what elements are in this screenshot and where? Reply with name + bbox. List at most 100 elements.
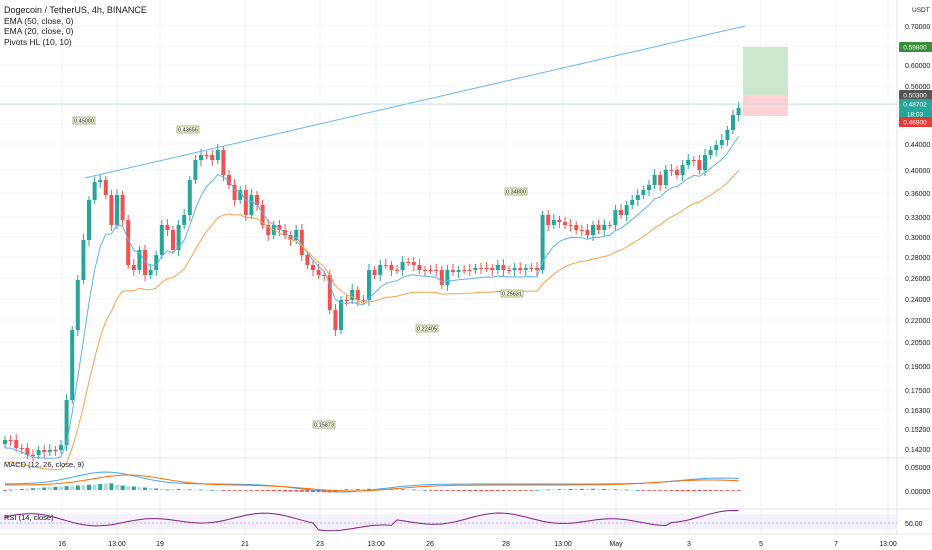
candle-body [428, 270, 433, 271]
macd-bar [736, 490, 741, 491]
candle-body [81, 240, 86, 280]
candle-body [663, 170, 668, 185]
candle-body [456, 270, 461, 272]
macd-bar [249, 490, 254, 491]
macd-bar [47, 487, 52, 490]
macd-bar [574, 488, 579, 490]
macd-bar [406, 489, 411, 491]
macd-bar [165, 489, 170, 491]
candle-body [103, 180, 108, 195]
macd-bar [232, 490, 237, 491]
macd-bar [350, 489, 355, 490]
candle-body [115, 195, 119, 225]
candle-body [568, 225, 573, 226]
macd-tick-label: 0.05000 [905, 465, 930, 472]
macd-bar [221, 490, 226, 491]
candle-body [624, 205, 629, 215]
price-tick-label: 0.26000 [905, 276, 930, 283]
symbol-title[interactable]: Dogecoin / TetherUS, 4h, BINANCE [4, 5, 147, 15]
macd-bar [400, 489, 405, 490]
candle-body [75, 280, 80, 330]
macd-bar [215, 489, 220, 491]
price-tick-label: 0.20500 [905, 340, 930, 347]
rsi-legend: RSI (14, close) [4, 513, 54, 522]
ema-50-legend[interactable]: EMA (50, close, 0) [4, 15, 74, 26]
macd-bar [624, 489, 629, 491]
rsi-tick-label: 50.00 [905, 521, 923, 528]
candle-body [372, 270, 377, 275]
macd-bar [288, 490, 293, 492]
candle-body [120, 195, 125, 220]
candle-body [596, 225, 601, 230]
candle-body [546, 215, 551, 225]
candle-body [355, 290, 360, 300]
macd-bar [143, 487, 147, 490]
time-tick-label: May [609, 541, 623, 548]
candle-body [299, 230, 304, 255]
pivot-label-box [415, 324, 439, 333]
macd-bar [691, 490, 696, 492]
pivot-label-box [72, 116, 96, 125]
candle-body [613, 210, 618, 225]
rsi-pane[interactable]: RSI (14, close) [0, 509, 897, 532]
price-tick-label: 0.22000 [905, 318, 930, 325]
candle-body [669, 170, 674, 171]
macd-bar [512, 490, 517, 491]
ema-20-legend[interactable]: EMA (20, close, 0) [4, 26, 74, 36]
candle-body [731, 115, 735, 130]
macd-bar [327, 490, 332, 493]
candle-body [383, 265, 388, 266]
price-tick-label: 0.28000 [905, 255, 930, 262]
candle-body [36, 450, 41, 455]
candle-body [484, 268, 489, 269]
macd-bar [92, 484, 97, 490]
candle-body [339, 300, 343, 330]
entry-price-tag: 0.50300 [903, 93, 927, 100]
macd-bar [479, 490, 483, 492]
macd-bar [518, 490, 523, 491]
ema-50-line [5, 170, 739, 471]
macd-bar [199, 489, 203, 491]
candle-body [344, 300, 349, 301]
price-axis[interactable]: USDT0.700000.650000.600000.560000.520000… [899, 7, 932, 528]
candle-body [126, 220, 131, 265]
macd-bar [675, 490, 679, 492]
candle-body [204, 155, 209, 156]
candle-body [535, 268, 539, 270]
candle-body [467, 270, 472, 271]
candle-body [462, 270, 467, 271]
macd-bar [333, 490, 338, 493]
candle-body [221, 150, 226, 175]
macd-pane[interactable]: MACD (12, 26, close, 9) [3, 460, 741, 493]
candle-body [165, 225, 170, 230]
macd-bar [3, 490, 7, 491]
candle-body [518, 268, 523, 270]
main-price-pane[interactable]: 0.45000 0.43656 0.34800 0.15873 0.22405 0.256… [0, 25, 897, 471]
price-tick-label: 0.16300 [905, 408, 930, 415]
macd-bar [647, 490, 651, 491]
candle-body [647, 185, 651, 190]
pivot-label: 0.34800 [506, 190, 526, 196]
countdown-tag-bg [899, 109, 932, 119]
macd-bar [87, 484, 91, 490]
pivot-label-box [176, 125, 200, 134]
macd-bar [311, 490, 315, 492]
macd-bar [277, 490, 282, 492]
macd-tick-label: 0.00000 [905, 489, 930, 496]
macd-bar [81, 485, 86, 490]
candle-body [736, 108, 741, 115]
pivots-legend[interactable]: Pivots HL (10, 10) [4, 36, 72, 47]
candle-body [451, 270, 455, 272]
macd-bar [8, 489, 13, 491]
trend-line [84, 25, 746, 179]
macd-bar [523, 490, 528, 491]
macd-bar [266, 490, 271, 492]
candle-body [540, 215, 545, 270]
candle-body [70, 330, 75, 400]
time-axis[interactable]: 16 13:00 19 21 23 13:00 26 28 13:00 May 3 5 7 13:00 [58, 541, 897, 548]
candle-body [652, 175, 657, 185]
candle-body [260, 205, 265, 225]
price-tick-label: 0.15200 [905, 427, 930, 434]
macd-bar [445, 490, 450, 491]
